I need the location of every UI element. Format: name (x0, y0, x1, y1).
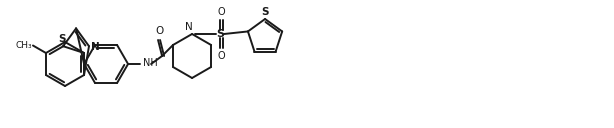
Text: O: O (218, 51, 225, 61)
Text: S: S (262, 7, 269, 17)
Text: S: S (58, 34, 66, 44)
Text: N: N (185, 22, 193, 32)
Text: O: O (155, 26, 163, 36)
Text: O: O (218, 7, 225, 17)
Text: CH₃: CH₃ (15, 40, 32, 50)
Text: N: N (91, 42, 99, 52)
Text: NH: NH (143, 58, 158, 68)
Text: S: S (216, 29, 224, 39)
